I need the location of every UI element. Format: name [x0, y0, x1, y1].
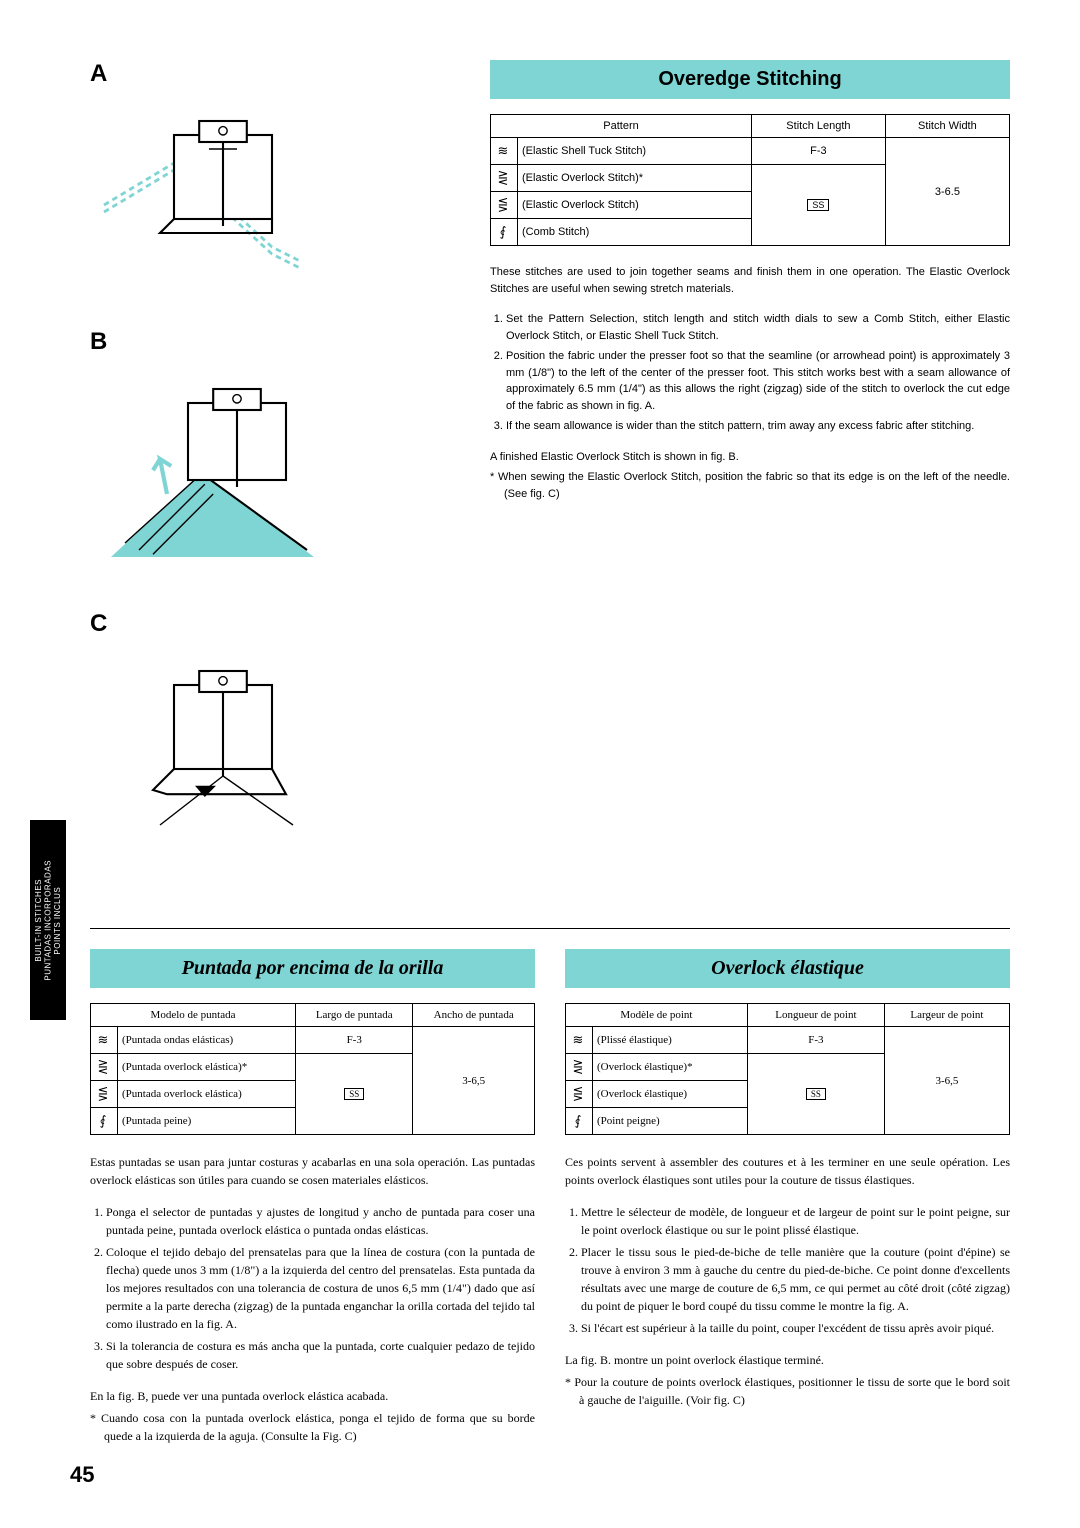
- figure-label-c: C: [90, 610, 460, 638]
- es-r2-name: (Puntada overlock elástica)*: [118, 1054, 296, 1081]
- figure-a-illustration: [90, 93, 370, 303]
- fr-th-width: Largeur de point: [884, 1004, 1009, 1027]
- figure-c-illustration: [90, 643, 370, 853]
- stitch-icon: ⨐: [572, 1113, 584, 1129]
- figure-label-a: A: [90, 60, 460, 88]
- es-step1: Ponga el selector de puntadas y ajustes …: [106, 1203, 535, 1239]
- en-step3: If the seam allowance is wider than the …: [506, 418, 1010, 435]
- figure-b-illustration: [90, 361, 370, 585]
- en-th-length: Stitch Length: [752, 115, 886, 138]
- fr-steps: Mettre le sélecteur de modèle, de longue…: [565, 1203, 1010, 1337]
- fr-width: 3-6,5: [884, 1027, 1009, 1135]
- stitch-icon: ≋: [97, 1032, 109, 1048]
- en-r2-name: (Elastic Overlock Stitch)*: [518, 165, 752, 192]
- stitch-icon: ⋛: [97, 1059, 109, 1075]
- es-note2: * Cuando cosa con la puntada overlock el…: [90, 1409, 535, 1445]
- en-r4-name: (Comb Stitch): [518, 219, 752, 246]
- french-title: Overlock élastique: [565, 949, 1010, 988]
- es-note1: En la fig. B, puede ver una puntada over…: [90, 1387, 535, 1405]
- stitch-icon: ⋚: [97, 1086, 109, 1102]
- fr-ss: SS: [806, 1088, 826, 1100]
- fr-step1: Mettre le sélecteur de modèle, de longue…: [581, 1203, 1010, 1239]
- fr-step3: Si l'écart est supérieur à la taille du …: [581, 1319, 1010, 1337]
- es-r1-len: F-3: [296, 1027, 413, 1054]
- es-th-pattern: Modelo de puntada: [91, 1004, 296, 1027]
- fr-step2: Placer le tissu sous le pied-de-biche de…: [581, 1243, 1010, 1315]
- en-width: 3-6.5: [885, 138, 1009, 246]
- english-title: Overedge Stitching: [490, 60, 1010, 99]
- spanish-stitch-table: Modelo de puntada Largo de puntada Ancho…: [90, 1003, 535, 1135]
- stitch-icon: ⋚: [572, 1086, 584, 1102]
- es-r1-name: (Puntada ondas elásticas): [118, 1027, 296, 1054]
- en-step1: Set the Pattern Selection, stitch length…: [506, 311, 1010, 344]
- en-note2: * When sewing the Elastic Overlock Stitc…: [490, 469, 1010, 502]
- es-intro: Estas puntadas se usan para juntar costu…: [90, 1153, 535, 1189]
- en-th-width: Stitch Width: [885, 115, 1009, 138]
- es-ss: SS: [344, 1088, 364, 1100]
- spanish-section: Puntada por encima de la orilla Modelo d…: [90, 949, 535, 1445]
- en-r1-name: (Elastic Shell Tuck Stitch): [518, 138, 752, 165]
- stitch-icon: ⋚: [497, 197, 509, 213]
- fr-r4-name: (Point peigne): [593, 1108, 748, 1135]
- stitch-icon: ≋: [572, 1032, 584, 1048]
- figure-label-b: B: [90, 328, 460, 356]
- french-section: Overlock élastique Modèle de point Longu…: [565, 949, 1010, 1445]
- fr-r1-len: F-3: [747, 1027, 884, 1054]
- en-th-pattern: Pattern: [491, 115, 752, 138]
- es-step2: Coloque el tejido debajo del prensatelas…: [106, 1243, 535, 1333]
- fr-r1-name: (Plissé élastique): [593, 1027, 748, 1054]
- english-section: Overedge Stitching Pattern Stitch Length…: [490, 60, 1010, 878]
- es-r4-name: (Puntada peine): [118, 1108, 296, 1135]
- stitch-icon: ≋: [497, 143, 509, 159]
- en-r1-len: F-3: [752, 138, 886, 165]
- en-note1: A finished Elastic Overlock Stitch is sh…: [490, 449, 1010, 466]
- fr-note2: * Pour la couture de points overlock éla…: [565, 1373, 1010, 1409]
- stitch-icon: ⋛: [497, 170, 509, 186]
- fr-th-pattern: Modèle de point: [566, 1004, 748, 1027]
- fr-r2-name: (Overlock élastique)*: [593, 1054, 748, 1081]
- es-th-width: Ancho de puntada: [413, 1004, 535, 1027]
- es-width: 3-6,5: [413, 1027, 535, 1135]
- en-r3-name: (Elastic Overlock Stitch): [518, 192, 752, 219]
- stitch-icon: ⨐: [497, 224, 509, 240]
- figures-column: A B: [90, 60, 460, 878]
- fr-intro: Ces points servent à assembler des coutu…: [565, 1153, 1010, 1189]
- es-steps: Ponga el selector de puntadas y ajustes …: [90, 1203, 535, 1373]
- fr-note1: La fig. B. montre un point overlock élas…: [565, 1351, 1010, 1369]
- stitch-icon: ⋛: [572, 1059, 584, 1075]
- section-divider: [90, 928, 1010, 929]
- fr-r3-name: (Overlock élastique): [593, 1081, 748, 1108]
- es-step3: Si la tolerancia de costura es más ancha…: [106, 1337, 535, 1373]
- english-stitch-table: Pattern Stitch Length Stitch Width ≋ (El…: [490, 114, 1010, 246]
- stitch-icon: ⨐: [97, 1113, 109, 1129]
- fr-th-length: Longueur de point: [747, 1004, 884, 1027]
- french-stitch-table: Modèle de point Longueur de point Largeu…: [565, 1003, 1010, 1135]
- spanish-title: Puntada por encima de la orilla: [90, 949, 535, 988]
- en-steps: Set the Pattern Selection, stitch length…: [490, 311, 1010, 435]
- es-r3-name: (Puntada overlock elástica): [118, 1081, 296, 1108]
- page-number: 45: [70, 1462, 94, 1488]
- en-step2: Position the fabric under the presser fo…: [506, 348, 1010, 414]
- en-ss: SS: [807, 199, 829, 211]
- es-th-length: Largo de puntada: [296, 1004, 413, 1027]
- en-intro: These stitches are used to join together…: [490, 264, 1010, 297]
